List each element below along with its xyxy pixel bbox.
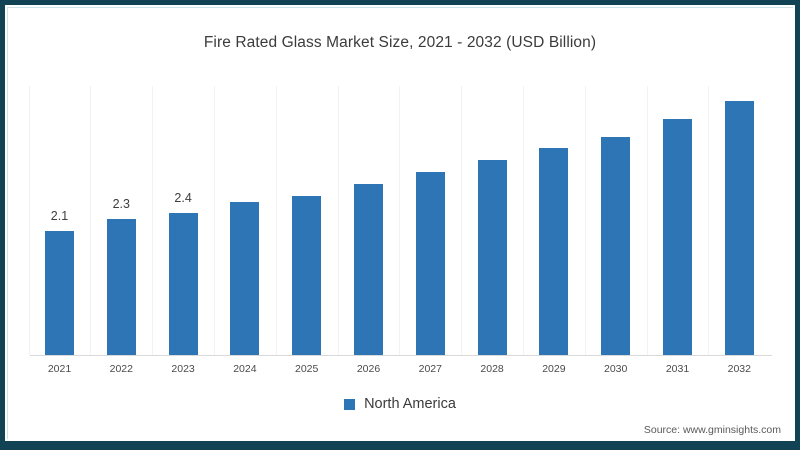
bar-2021[interactable] [45,231,74,355]
legend-swatch-north-america [344,398,356,410]
category-gridline [523,86,524,355]
bar-value-label-2023: 2.4 [174,191,192,205]
x-tick-2025: 2025 [295,363,319,375]
chart-title: Fire Rated Glass Market Size, 2021 - 203… [203,34,597,51]
source-attribution: Source: www.gminsights.com [643,424,781,436]
bar-2023[interactable] [168,213,198,355]
category-gridline [338,86,339,355]
category-gridline [29,86,30,355]
category-gridline [585,86,586,355]
category-gridline [461,86,462,355]
x-tick-2028: 2028 [480,363,504,375]
bar-2028[interactable] [477,160,507,355]
bar-2022[interactable] [106,219,136,355]
category-gridline [647,86,648,355]
chart-legend: North America [0,396,800,412]
x-tick-2027: 2027 [418,363,442,375]
plot-area [30,80,770,356]
category-gridline [152,86,153,355]
x-tick-2032: 2032 [727,363,751,375]
x-tick-2029: 2029 [542,363,566,375]
bar-2027[interactable] [415,172,445,355]
category-gridline [708,86,709,355]
bar-value-label-2021: 2.1 [50,209,69,223]
bar-2031[interactable] [663,119,692,355]
x-axis-baseline [30,355,772,356]
x-tick-2026: 2026 [356,363,381,375]
category-gridline [399,86,400,355]
x-tick-2023: 2023 [171,363,195,375]
x-tick-2024: 2024 [233,363,257,375]
x-tick-2022: 2022 [109,363,133,375]
bar-2030[interactable] [601,137,631,355]
bar-2032[interactable] [724,101,754,355]
category-gridline [214,86,215,355]
bar-2024[interactable] [230,202,260,355]
bar-2026[interactable] [354,184,383,355]
category-gridline [90,86,91,355]
x-tick-2030: 2030 [604,363,628,375]
bar-2025[interactable] [292,196,322,355]
legend-label-north-america: North America [364,396,456,412]
x-tick-2021: 2021 [47,363,72,375]
x-tick-2031: 2031 [665,363,690,375]
bar-value-label-2022: 2.3 [112,197,130,211]
bar-2029[interactable] [539,148,569,355]
category-gridline [276,86,277,355]
